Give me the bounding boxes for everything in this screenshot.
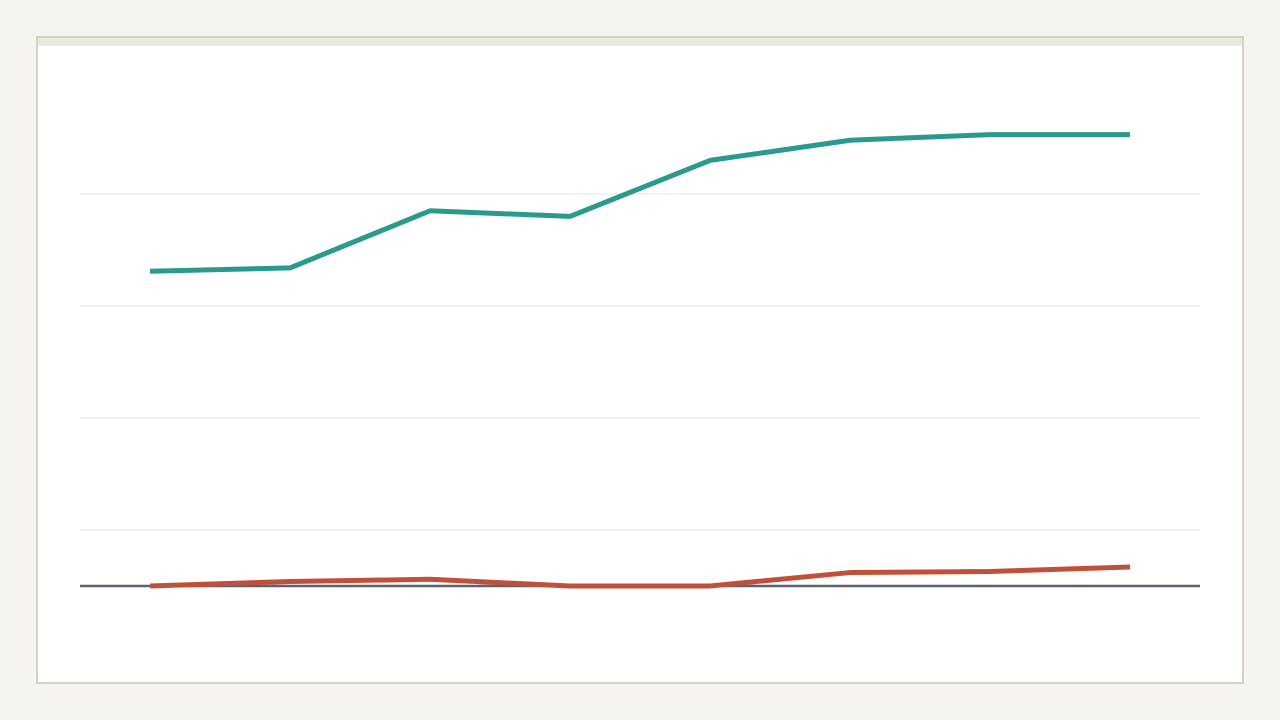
card-header-strip bbox=[38, 38, 1242, 46]
chart-card bbox=[36, 36, 1244, 684]
series-line bbox=[149, 132, 1130, 274]
series-line bbox=[149, 564, 1131, 589]
